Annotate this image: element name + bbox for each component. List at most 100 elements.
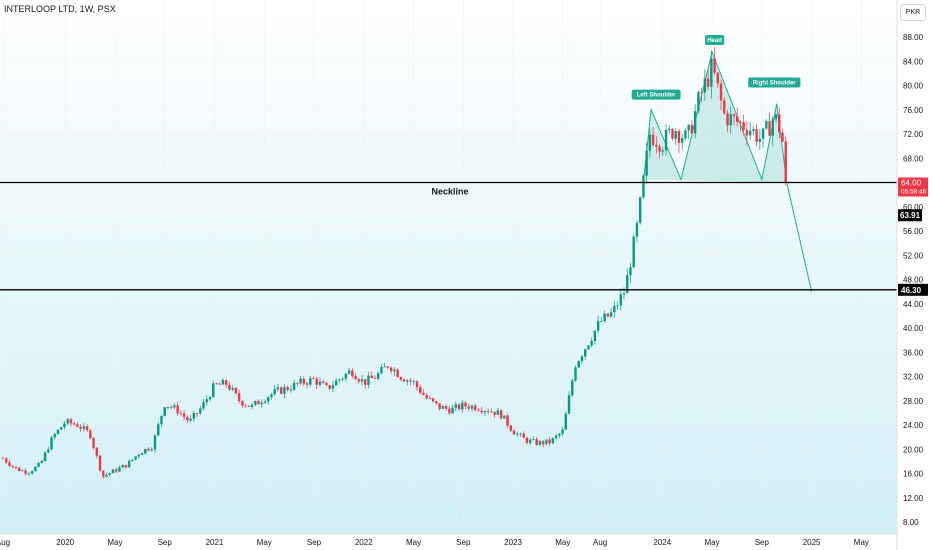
candle [545,439,548,446]
candle [195,412,199,418]
candle-body [72,423,76,425]
candle [231,385,234,392]
candle [115,467,118,474]
candle [37,461,40,468]
candle [354,373,357,380]
y-tick-label: 80.00 [903,82,924,91]
candle-body [503,415,506,419]
candle-body [745,129,749,136]
candle [522,431,525,438]
candle-body [234,388,238,394]
candle-body [706,78,710,87]
candle [267,396,270,405]
candle [600,317,603,323]
candle-body [535,439,538,445]
candle [344,372,348,382]
candle [331,380,335,393]
candle-body [79,426,82,429]
candle [412,379,415,385]
y-tick-label: 72.00 [903,130,924,139]
candle-body [590,341,593,346]
candle [63,421,66,430]
candle-body [415,381,419,388]
candle [27,472,31,477]
candle [24,468,27,477]
candle [496,407,500,415]
candle [234,387,238,395]
level-lines[interactable]: Neckline [0,181,897,291]
candle-body [221,380,225,385]
currency-button[interactable]: PKR [900,4,926,21]
candle-body [254,401,257,405]
candles [1,47,787,479]
candle-body [247,405,251,407]
candle [748,121,752,141]
candle [218,382,221,385]
candle [535,437,538,446]
y-tick-label: 24.00 [903,421,924,430]
candle [503,415,506,419]
candle-body [40,460,44,464]
candle-body [684,130,687,139]
candle [415,380,419,391]
candle-body [483,411,487,413]
candle [516,431,519,437]
candle-body [115,469,118,472]
candle [296,382,299,387]
candle-body [444,406,448,409]
candle-body [160,415,163,425]
support-tag-value: 46.30 [901,286,922,295]
x-tick-label: May [555,538,570,547]
candle-body [651,134,655,145]
candle [499,409,503,420]
candle-body [752,129,755,131]
candle-body [396,369,399,378]
candle [360,374,364,386]
candle [338,378,341,383]
chart-title: INTERLOOP LTD, 1W, PSX [4,4,116,14]
candle-body [195,413,199,414]
x-tick-label: Sep [456,538,471,547]
candle-body [334,380,338,386]
candle [21,469,24,472]
candle-body [331,385,335,389]
annotation-badge [704,35,725,46]
candle-body [21,470,24,472]
candle-body [186,416,189,421]
candle [69,417,73,427]
candle-body [409,380,412,382]
candle [302,376,305,387]
candle [98,454,102,472]
y-tick-label: 16.00 [903,470,924,479]
candle [693,103,697,139]
candle-body [364,379,367,385]
candle [380,364,383,375]
candle-body [273,389,276,395]
candle-body [603,313,606,322]
candle-body [525,437,529,443]
candle [228,381,231,391]
y-tick-label: 76.00 [903,106,924,115]
candle [564,411,567,430]
candle-body [389,367,393,372]
candle-body [299,378,302,384]
candle-body [5,458,8,463]
candle [11,465,14,469]
candle [574,365,577,382]
candle-body [189,418,192,421]
candle-body [199,408,202,414]
candle-body [664,130,668,151]
y-axis[interactable]: 8.00 12.00 16.00 20.00 24.00 28.00 32.00 36.00 4… [896,0,928,550]
candle [668,125,671,134]
candle-body [490,411,493,413]
candle-body [286,387,289,390]
candle-body [11,465,14,467]
candle [732,112,736,126]
candle [160,415,163,428]
candle [276,383,280,392]
candle [137,453,141,459]
x-axis[interactable]: Aug 2020 May Sep 2021 May Sep 2022 May Sep 2023 May… [0,533,897,547]
candle [474,403,477,412]
candle [82,423,86,432]
